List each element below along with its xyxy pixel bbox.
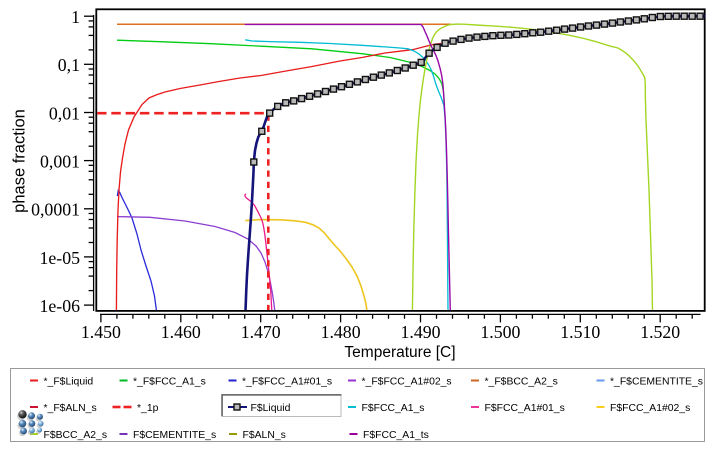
svg-text:F$FCC_A1_ts: F$FCC_A1_ts <box>363 430 429 441</box>
svg-text:1.470: 1.470 <box>241 322 281 342</box>
svg-text:*_F$FCC_A1_s: *_F$FCC_A1_s <box>133 376 206 387</box>
svg-text:*_F$Liquid: *_F$Liquid <box>44 376 94 387</box>
svg-text:*_1p: *_1p <box>137 403 159 414</box>
svg-text:F$ALN_s: F$ALN_s <box>243 430 286 441</box>
svg-text:1: 1 <box>71 7 80 27</box>
svg-text:0,1: 0,1 <box>58 55 80 75</box>
svg-text:Temperature [C]: Temperature [C] <box>344 344 455 361</box>
svg-text:*_F$FCC_A1#01_s: *_F$FCC_A1#01_s <box>242 376 332 387</box>
svg-text:0,001: 0,001 <box>40 151 80 171</box>
svg-text:1.480: 1.480 <box>321 322 361 342</box>
svg-text:F$FCC_A1#01_s: F$FCC_A1#01_s <box>485 403 565 414</box>
svg-text:*_F$FCC_A1#02_s: *_F$FCC_A1#02_s <box>362 376 452 387</box>
svg-text:1e-05: 1e-05 <box>40 248 81 268</box>
svg-text:0,01: 0,01 <box>49 103 80 123</box>
svg-text:*_F$ALN_s: *_F$ALN_s <box>44 403 97 414</box>
svg-text:F$BCC_A2_s: F$BCC_A2_s <box>44 430 108 441</box>
svg-text:1.520: 1.520 <box>640 322 680 342</box>
svg-text:1.450: 1.450 <box>81 322 121 342</box>
svg-text:phase fraction: phase fraction <box>11 109 29 213</box>
svg-text:1.500: 1.500 <box>480 322 520 342</box>
svg-text:1.510: 1.510 <box>560 322 600 342</box>
svg-text:F$CEMENTITE_s: F$CEMENTITE_s <box>133 430 216 441</box>
svg-text:*_F$CEMENTITE_s: *_F$CEMENTITE_s <box>610 376 703 387</box>
svg-text:F$FCC_A1_s: F$FCC_A1_s <box>362 403 425 414</box>
svg-text:*_F$BCC_A2_s: *_F$BCC_A2_s <box>485 376 558 387</box>
svg-text:F$FCC_A1#02_s: F$FCC_A1#02_s <box>610 403 690 414</box>
svg-text:0,0001: 0,0001 <box>31 200 80 220</box>
svg-text:1.460: 1.460 <box>161 322 201 342</box>
svg-text:1.490: 1.490 <box>400 322 440 342</box>
svg-text:1e-06: 1e-06 <box>40 296 81 316</box>
svg-text:F$Liquid: F$Liquid <box>251 403 291 414</box>
